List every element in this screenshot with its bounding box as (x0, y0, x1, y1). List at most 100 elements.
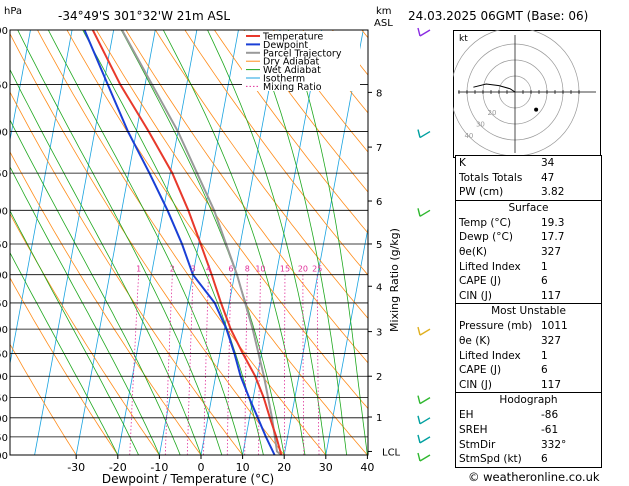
wind-barb (419, 417, 431, 425)
isotherm-line (117, 30, 198, 455)
mixing-ratio-axis-label: Mixing Ratio (g/kg) (388, 228, 401, 332)
km-tick-label: 8 (376, 88, 382, 99)
km-tick-label: 4 (376, 282, 382, 293)
wind-barb-flag (417, 434, 421, 444)
most-unstable-label: Pressure (mb) (459, 320, 533, 333)
legend-label: Dry Adiabat (263, 57, 320, 68)
pressure-tick-label: 700 (0, 325, 8, 336)
wind-barb (419, 454, 431, 462)
surface-box: Surface Temp (°C) 19.3 Dewp (°C) 17.7 θe(K) 3… (456, 199, 601, 305)
isotherm-line (75, 30, 156, 455)
isotherm-line (283, 30, 364, 455)
isotherm-line (10, 30, 31, 143)
most-unstable-label: CIN (J) (459, 378, 492, 391)
most-unstable-value: 6 (541, 364, 548, 377)
surface-value: 19.3 (541, 216, 565, 229)
surface-row: CIN (J) 117 (456, 289, 601, 304)
dry-adiabat-line (10, 151, 202, 455)
legend-label: Isotherm (263, 74, 305, 85)
mixing-ratio-label: 8 (245, 265, 250, 274)
hodograph-table-value: 332° (541, 438, 567, 451)
km-tick-label: 5 (376, 240, 382, 251)
k-index-value: 34 (541, 157, 555, 169)
wet-adiabat-line (10, 68, 202, 455)
unstable-box: Most Unstable Pressure (mb) 1011 θe (K) 327… (456, 304, 601, 394)
pressure-tick-label: 650 (0, 299, 8, 310)
hodograph-table-label: EH (459, 409, 474, 422)
wind-barb (419, 29, 431, 37)
surface-row: CAPE (J) 6 (456, 274, 601, 289)
most-unstable-label: CAPE (J) (459, 364, 502, 377)
hodograph-table-label: SREH (459, 423, 488, 436)
hodograph-table-row: StmDir 332° (456, 438, 601, 453)
hodograph-table-row: EH -86 (456, 408, 601, 423)
pressure-tick-label: 500 (0, 206, 8, 217)
footer-credit: © weatheronline.co.uk (468, 470, 600, 484)
pressure-tick-label: 1000 (0, 451, 8, 462)
totals-totals-label: Totals Totals (459, 171, 523, 184)
most-unstable-label: Lifted Index (459, 349, 521, 362)
pressure-tick-label: 550 (0, 240, 8, 251)
dry-adiabat-line (214, 30, 368, 234)
hodograph-table-value: 6 (541, 453, 548, 466)
pressure-tick-label: 900 (0, 414, 8, 425)
km-tick-label: 3 (376, 328, 382, 339)
most-unstable-row: θe (K) 327 (456, 334, 601, 349)
pw-value: 3.82 (541, 186, 565, 199)
hodograph-table-label: StmSpd (kt) (459, 453, 522, 466)
dry-adiabat-line (10, 91, 243, 455)
dry-adiabat-line (184, 30, 368, 276)
hodograph-ring-label: 40 (464, 132, 473, 140)
legend-label: Mixing Ratio (263, 82, 322, 93)
surface-value: 117 (541, 289, 562, 302)
hodograph-table-label: StmDir (459, 438, 496, 451)
surface-label: CIN (J) (459, 289, 492, 302)
dry-adiabat-line (272, 30, 368, 153)
pressure-tick-label: 350 (0, 80, 8, 91)
wind-barb-flag (417, 129, 421, 138)
isotherm-line (200, 30, 281, 455)
mixing-ratio-label: 1 (136, 265, 141, 274)
asl-unit-label: ASL (374, 18, 393, 29)
surface-value: 17.7 (541, 231, 565, 244)
surface-label: Temp (°C) (459, 216, 512, 229)
totals-totals-value: 47 (541, 171, 555, 184)
wind-barb (419, 397, 431, 405)
surface-value: 1 (541, 260, 548, 273)
mixing-ratio-label: 6 (228, 265, 233, 274)
mixing-ratio-label: 25 (312, 265, 322, 274)
parcel-trajectory-line (121, 30, 282, 455)
isotherm-line (10, 30, 73, 366)
mixing-ratio-label: 20 (298, 265, 308, 274)
wind-barb-flag (417, 452, 421, 462)
storm-motion-marker (534, 107, 539, 112)
k-index-label: K (459, 157, 466, 169)
hodograph-table-row: SREH -61 (456, 423, 601, 438)
dry-adiabat-line (243, 30, 368, 193)
surface-row: Lifted Index 1 (456, 260, 601, 275)
wet-adiabat-line (288, 30, 368, 455)
km-tick-label: 6 (376, 197, 382, 208)
location-header: -34°49'S 301°32'W 21m ASL (58, 9, 230, 23)
wet-adiabat-line (120, 30, 285, 455)
most-unstable-row: CIN (J) 117 (456, 378, 601, 393)
most-unstable-row: Lifted Index 1 (456, 349, 601, 364)
wet-adiabat-line (250, 30, 347, 455)
temperature-tick-label: -10 (150, 461, 168, 474)
hodograph-table-value: -61 (541, 423, 559, 436)
wind-barb-flag (417, 27, 421, 37)
temperature-tick-label: 40 (360, 461, 374, 474)
legend-label: Parcel Trajectory (263, 48, 342, 59)
wet-adiabat-line (47, 30, 243, 455)
legend-label: Temperature (262, 32, 323, 43)
most-unstable-value: 1 (541, 349, 548, 362)
x-axis-label: Dewpoint / Temperature (°C) (102, 472, 274, 486)
most-unstable-value: 1011 (541, 320, 568, 333)
isotherm-line (325, 225, 368, 455)
wind-barb (419, 328, 431, 336)
wind-barb (419, 436, 431, 444)
km-tick-label: LCL (382, 447, 401, 458)
km-tick-label: 2 (376, 372, 382, 383)
